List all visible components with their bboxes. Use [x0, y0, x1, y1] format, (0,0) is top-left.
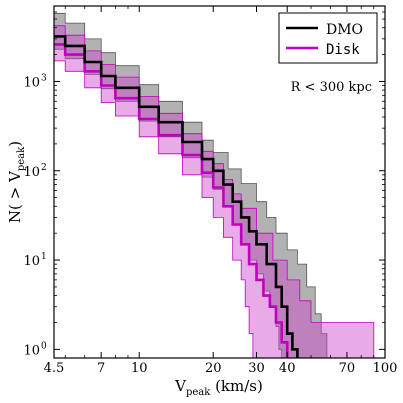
y-tick-label-1: 10 — [23, 254, 40, 269]
y-tick-label-0: 10 — [23, 343, 40, 358]
x-tick-label-2: 10 — [131, 361, 148, 376]
legend: DMO Disk — [278, 12, 378, 64]
y-axis-label-sub: peak — [16, 146, 27, 171]
plot-frame — [53, 5, 386, 359]
legend-box — [278, 12, 378, 64]
x-axis-label-unit: (km/s) — [210, 377, 263, 395]
x-tick-label-3: 20 — [205, 361, 222, 376]
legend-label-dmo: DMO — [326, 22, 363, 38]
annotation-radius: R < 300 kpc — [291, 80, 372, 95]
x-axis: 4.5 7 10 20 30 40 70 100 — [44, 6, 398, 376]
legend-label-disk: Disk — [326, 42, 360, 58]
x-tick-label-5: 40 — [279, 361, 296, 376]
x-axis-label-main: V — [174, 377, 187, 395]
line-dmo — [54, 35, 299, 358]
y-axis-label: N( > Vpeak) — [6, 141, 27, 223]
y-tick-label-3: 10 — [23, 75, 40, 90]
line-disk — [54, 43, 289, 358]
x-axis-label: Vpeak (km/s) — [174, 377, 263, 398]
x-tick-label-4: 30 — [248, 361, 265, 376]
y-tick-exponent-2: 2 — [41, 163, 47, 173]
x-tick-label-0: 4.5 — [44, 361, 65, 376]
y-axis-label-pre: N( > V — [6, 170, 24, 223]
y-tick-exponent-3: 3 — [41, 73, 47, 83]
y-tick-exponent-1: 1 — [41, 252, 47, 262]
y-axis-label-post: ) — [6, 141, 24, 147]
median-lines — [54, 35, 299, 358]
x-tick-label-6: 70 — [339, 361, 356, 376]
x-tick-label-7: 100 — [373, 361, 398, 376]
y-tick-exponent-0: 0 — [41, 341, 47, 351]
x-axis-label-sub: peak — [186, 387, 211, 398]
x-tick-label-1: 7 — [97, 361, 105, 376]
y-tick-label-2: 10 — [23, 165, 40, 180]
